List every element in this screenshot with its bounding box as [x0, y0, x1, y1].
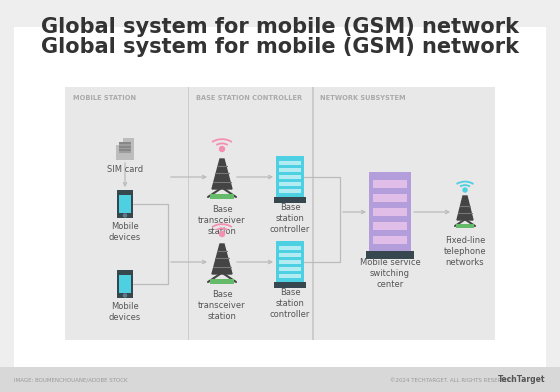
Bar [188, 87, 189, 340]
Bar [279, 189, 301, 193]
Circle shape [220, 232, 225, 236]
Bar [117, 190, 133, 218]
Text: SIM card: SIM card [107, 165, 143, 174]
Circle shape [124, 214, 127, 217]
Circle shape [124, 294, 127, 297]
Bar [210, 194, 234, 199]
Bar [279, 260, 301, 264]
Text: IMAGE: BOUMENCHOUANE/ADOBE STOCK: IMAGE: BOUMENCHOUANE/ADOBE STOCK [14, 377, 128, 383]
Text: Global system for mobile (GSM) network: Global system for mobile (GSM) network [41, 17, 519, 37]
Text: BASE STATION CONTROLLER: BASE STATION CONTROLLER [195, 95, 302, 101]
Bar [369, 172, 411, 252]
Text: NETWORK SUBSYSTEM: NETWORK SUBSYSTEM [320, 95, 406, 101]
Polygon shape [212, 244, 232, 274]
Bar [279, 253, 301, 257]
Bar [279, 246, 301, 250]
Text: Base
transceiver
station: Base transceiver station [198, 205, 246, 236]
Bar [456, 224, 474, 228]
Bar [116, 138, 123, 145]
Bar [373, 208, 407, 216]
Text: TechTarget: TechTarget [497, 376, 545, 385]
Text: Mobile
devices: Mobile devices [109, 302, 141, 322]
Polygon shape [212, 159, 232, 189]
Bar [279, 267, 301, 271]
Bar [279, 168, 301, 172]
Bar [0, 367, 560, 392]
Bar [117, 270, 133, 298]
Text: Fixed-line
telephone
networks: Fixed-line telephone networks [444, 236, 486, 267]
Circle shape [463, 188, 467, 192]
Bar [276, 156, 304, 198]
Bar [373, 180, 407, 188]
Bar [119, 143, 131, 153]
Text: Base
transceiver
station: Base transceiver station [198, 290, 246, 321]
Bar [279, 175, 301, 179]
Bar [279, 182, 301, 186]
Bar [119, 195, 131, 213]
Bar [14, 27, 546, 367]
Bar [373, 222, 407, 230]
Bar [276, 241, 304, 283]
Text: Mobile service
switching
center: Mobile service switching center [360, 258, 421, 289]
Polygon shape [457, 196, 473, 220]
Bar [119, 149, 131, 151]
Text: Mobile
devices: Mobile devices [109, 222, 141, 242]
Bar [65, 87, 495, 340]
Bar [366, 251, 414, 259]
Text: MOBILE STATION: MOBILE STATION [73, 95, 136, 101]
Bar [119, 275, 131, 293]
Bar [312, 87, 314, 340]
Text: Base
station
controller: Base station controller [270, 288, 310, 319]
Text: Global system for mobile (GSM) network: Global system for mobile (GSM) network [41, 37, 519, 57]
Text: Base
station
controller: Base station controller [270, 203, 310, 234]
Bar [279, 274, 301, 278]
Bar [274, 282, 306, 288]
Bar [119, 142, 131, 144]
Bar [279, 161, 301, 165]
Bar [373, 194, 407, 202]
Bar [119, 145, 131, 147]
Bar [274, 197, 306, 203]
Text: ©2024 TECHTARGET. ALL RIGHTS RESERVED.: ©2024 TECHTARGET. ALL RIGHTS RESERVED. [390, 377, 514, 383]
Bar [210, 279, 234, 284]
Bar [116, 138, 134, 160]
Circle shape [220, 147, 225, 151]
Bar [373, 236, 407, 244]
